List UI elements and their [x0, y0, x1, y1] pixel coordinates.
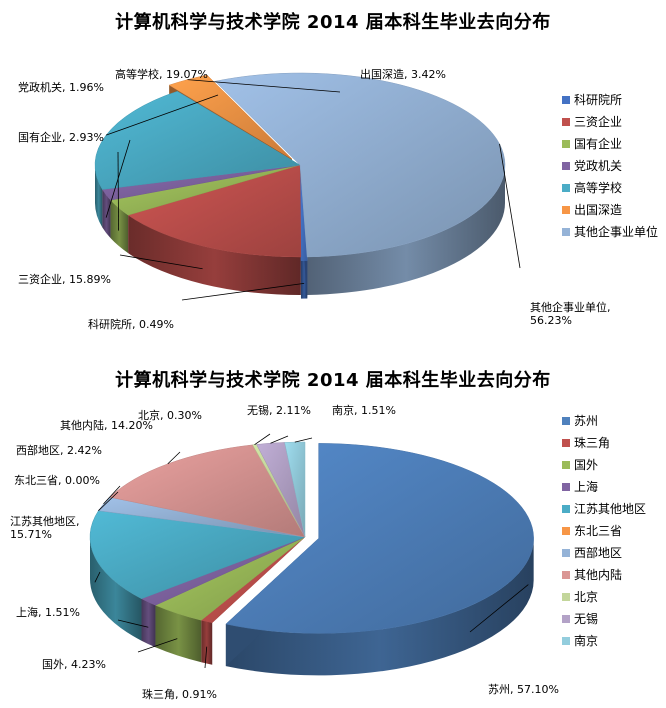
chart-2-legend-label-1: 珠三角	[574, 436, 610, 450]
chart-1-leader-5	[187, 79, 341, 93]
chart-2-data-label-1: 珠三角, 0.91%	[142, 687, 217, 701]
chart-2-data-label-0: 苏州, 57.10%	[488, 683, 559, 696]
chart-2-slice-side-4	[90, 537, 142, 641]
chart-1-plot: 科研院所, 0.49% 三资企业, 15.89% 国有企业, 2.93% 党政机关, …	[18, 67, 658, 331]
chart-2-legend-swatch-10	[562, 637, 570, 645]
chart-1-data-label-5: 出国深造, 3.42%	[360, 67, 446, 81]
chart-2-data-label-6: 西部地区, 2.42%	[16, 443, 102, 457]
chart-1-labels: 科研院所, 0.49% 三资企业, 15.89% 国有企业, 2.93% 党政机关, …	[18, 67, 611, 331]
chart-2-legend-swatch-3	[562, 483, 570, 491]
chart-2-slice-side-0	[225, 538, 534, 676]
chart-2-legend-swatch-4	[562, 505, 570, 513]
chart-1-slice-side-1	[128, 215, 301, 295]
chart-1-slices	[94, 72, 506, 299]
chart-2-leader-2	[137, 638, 178, 653]
chart-2-legend-label-6: 西部地区	[574, 545, 622, 560]
chart-1-legend-swatch-1	[562, 118, 570, 126]
chart-2-leader-9	[270, 435, 289, 444]
chart-1-leader-0	[181, 282, 305, 301]
chart-2-legend-label-0: 苏州	[574, 414, 598, 428]
chart-1-legend-label-0: 科研院所	[574, 93, 622, 107]
chart-1-legend-label-5: 出国深造	[574, 203, 622, 217]
chart-1-data-label-3: 党政机关, 1.96%	[18, 80, 104, 94]
chart-2-legend-swatch-8	[562, 593, 570, 601]
chart-2-labels: 苏州, 57.10% 珠三角, 0.91% 国外, 4.23% 上海, 1.51% 江苏…	[10, 403, 559, 701]
chart-1-slice-1	[127, 164, 302, 258]
chart-1-data-label-2: 国有企业, 2.93%	[18, 130, 104, 144]
chart-1-legend-label-1: 三资企业	[574, 114, 622, 129]
chart-1-legend-label-4: 高等学校	[574, 180, 622, 195]
chart-1-slice-side-2	[110, 200, 129, 254]
chart-1-leader-6	[499, 143, 521, 269]
chart-1-legend-swatch-3	[562, 162, 570, 170]
chart-1-legend-label-6: 其他企事业单位	[574, 224, 658, 239]
chart-1-legend-swatch-5	[562, 206, 570, 214]
chart-2-legend-swatch-1	[562, 439, 570, 447]
chart-1-slice-side-3	[102, 189, 111, 239]
chart-2-slice-4	[89, 510, 306, 599]
chart-2-slice-side-3	[141, 598, 156, 648]
chart-2-legend-swatch-9	[562, 615, 570, 623]
chart-2-data-label-8: 北京, 0.30%	[138, 408, 202, 422]
chart-1-data-label-0: 科研院所, 0.49%	[88, 317, 174, 331]
chart-2-legend-label-5: 东北三省	[574, 524, 622, 538]
chart-1-leader-1	[119, 254, 203, 270]
chart-2-legend-swatch-2	[562, 461, 570, 469]
chart-1-legend-label-3: 党政机关	[574, 158, 622, 173]
chart-1-legend-swatch-2	[562, 140, 570, 148]
chart-2-leader-5	[98, 491, 119, 512]
chart-2-legend-swatch-6	[562, 549, 570, 557]
chart-2-data-label-7: 其他内陆, 14.20%	[60, 418, 153, 432]
chart-1-legend-swatch-4	[562, 184, 570, 192]
chart-1-leader-3	[105, 139, 131, 218]
chart-2-data-label-10: 南京, 1.51%	[332, 403, 396, 417]
chart-1-data-label-1: 三资企业, 15.89%	[18, 272, 111, 286]
chart-2-data-label-2: 国外, 4.23%	[42, 658, 106, 671]
chart-2-data-label-9: 无锡, 2.11%	[247, 403, 311, 417]
chart-2-leader-10	[294, 437, 313, 443]
chart-2-leader-0	[469, 584, 529, 633]
chart-1-leader-4	[105, 94, 219, 136]
chart-1-slice-side-4	[95, 165, 103, 228]
chart-1-legend-label-2: 国有企业	[574, 136, 622, 151]
chart-1-data-label-4: 高等学校, 19.07%	[115, 67, 208, 81]
chart-2-legend-swatch-5	[562, 527, 570, 535]
chart-2-slices	[89, 441, 534, 676]
chart-2-slice-10	[284, 441, 306, 538]
chart-1-leader-2	[117, 151, 119, 231]
chart-2-data-label-3: 上海, 1.51%	[16, 605, 80, 619]
chart-2-legend-swatch-7	[562, 571, 570, 579]
chart-2-leader-1	[204, 646, 208, 669]
chart-2-title: 计算机科学与技术学院 2014 届本科生毕业去向分布	[115, 370, 551, 391]
chart-2-leader-3	[117, 619, 149, 628]
chart-2-legend-label-8: 北京	[574, 590, 598, 604]
chart-2-data-label-5: 东北三省, 0.00%	[14, 474, 100, 487]
chart-2-slice-0	[225, 443, 534, 634]
chart-2-slice-side-1	[201, 620, 213, 665]
chart-2-leader-8	[254, 433, 271, 445]
chart-1-title: 计算机科学与技术学院 2014 届本科生毕业去向分布	[115, 12, 551, 33]
chart-2-data-label-4: 江苏其他地区, 15.71%	[10, 515, 80, 541]
chart-2-legend-label-7: 其他内陆	[574, 567, 622, 582]
chart-2-leader-7	[167, 451, 181, 465]
chart-1-slice-6	[214, 72, 506, 258]
chart-2-legend-label-4: 江苏其他地区	[574, 502, 646, 516]
chart-1-data-label-6: 其他企事业单位, 56.23%	[530, 300, 611, 327]
chart-2-legend-label-2: 国外	[574, 458, 598, 472]
chart-1-slice-side-6	[307, 165, 505, 295]
chart-1-legend-swatch-0	[562, 96, 570, 104]
chart-2-plot: 苏州, 57.10% 珠三角, 0.91% 国外, 4.23% 上海, 1.51% 江苏…	[10, 403, 646, 701]
chart-2-leader-6	[103, 485, 121, 505]
chart-2-legend-label-3: 上海	[574, 479, 598, 494]
chart-1-legend-swatch-6	[562, 228, 570, 236]
chart-2-leader-4	[94, 571, 101, 583]
chart-2-legend-label-10: 南京	[574, 633, 598, 648]
chart-2-legend-swatch-0	[562, 417, 570, 425]
chart-2-slice-side-2	[155, 605, 202, 663]
chart-2-legend-label-9: 无锡	[574, 611, 598, 626]
